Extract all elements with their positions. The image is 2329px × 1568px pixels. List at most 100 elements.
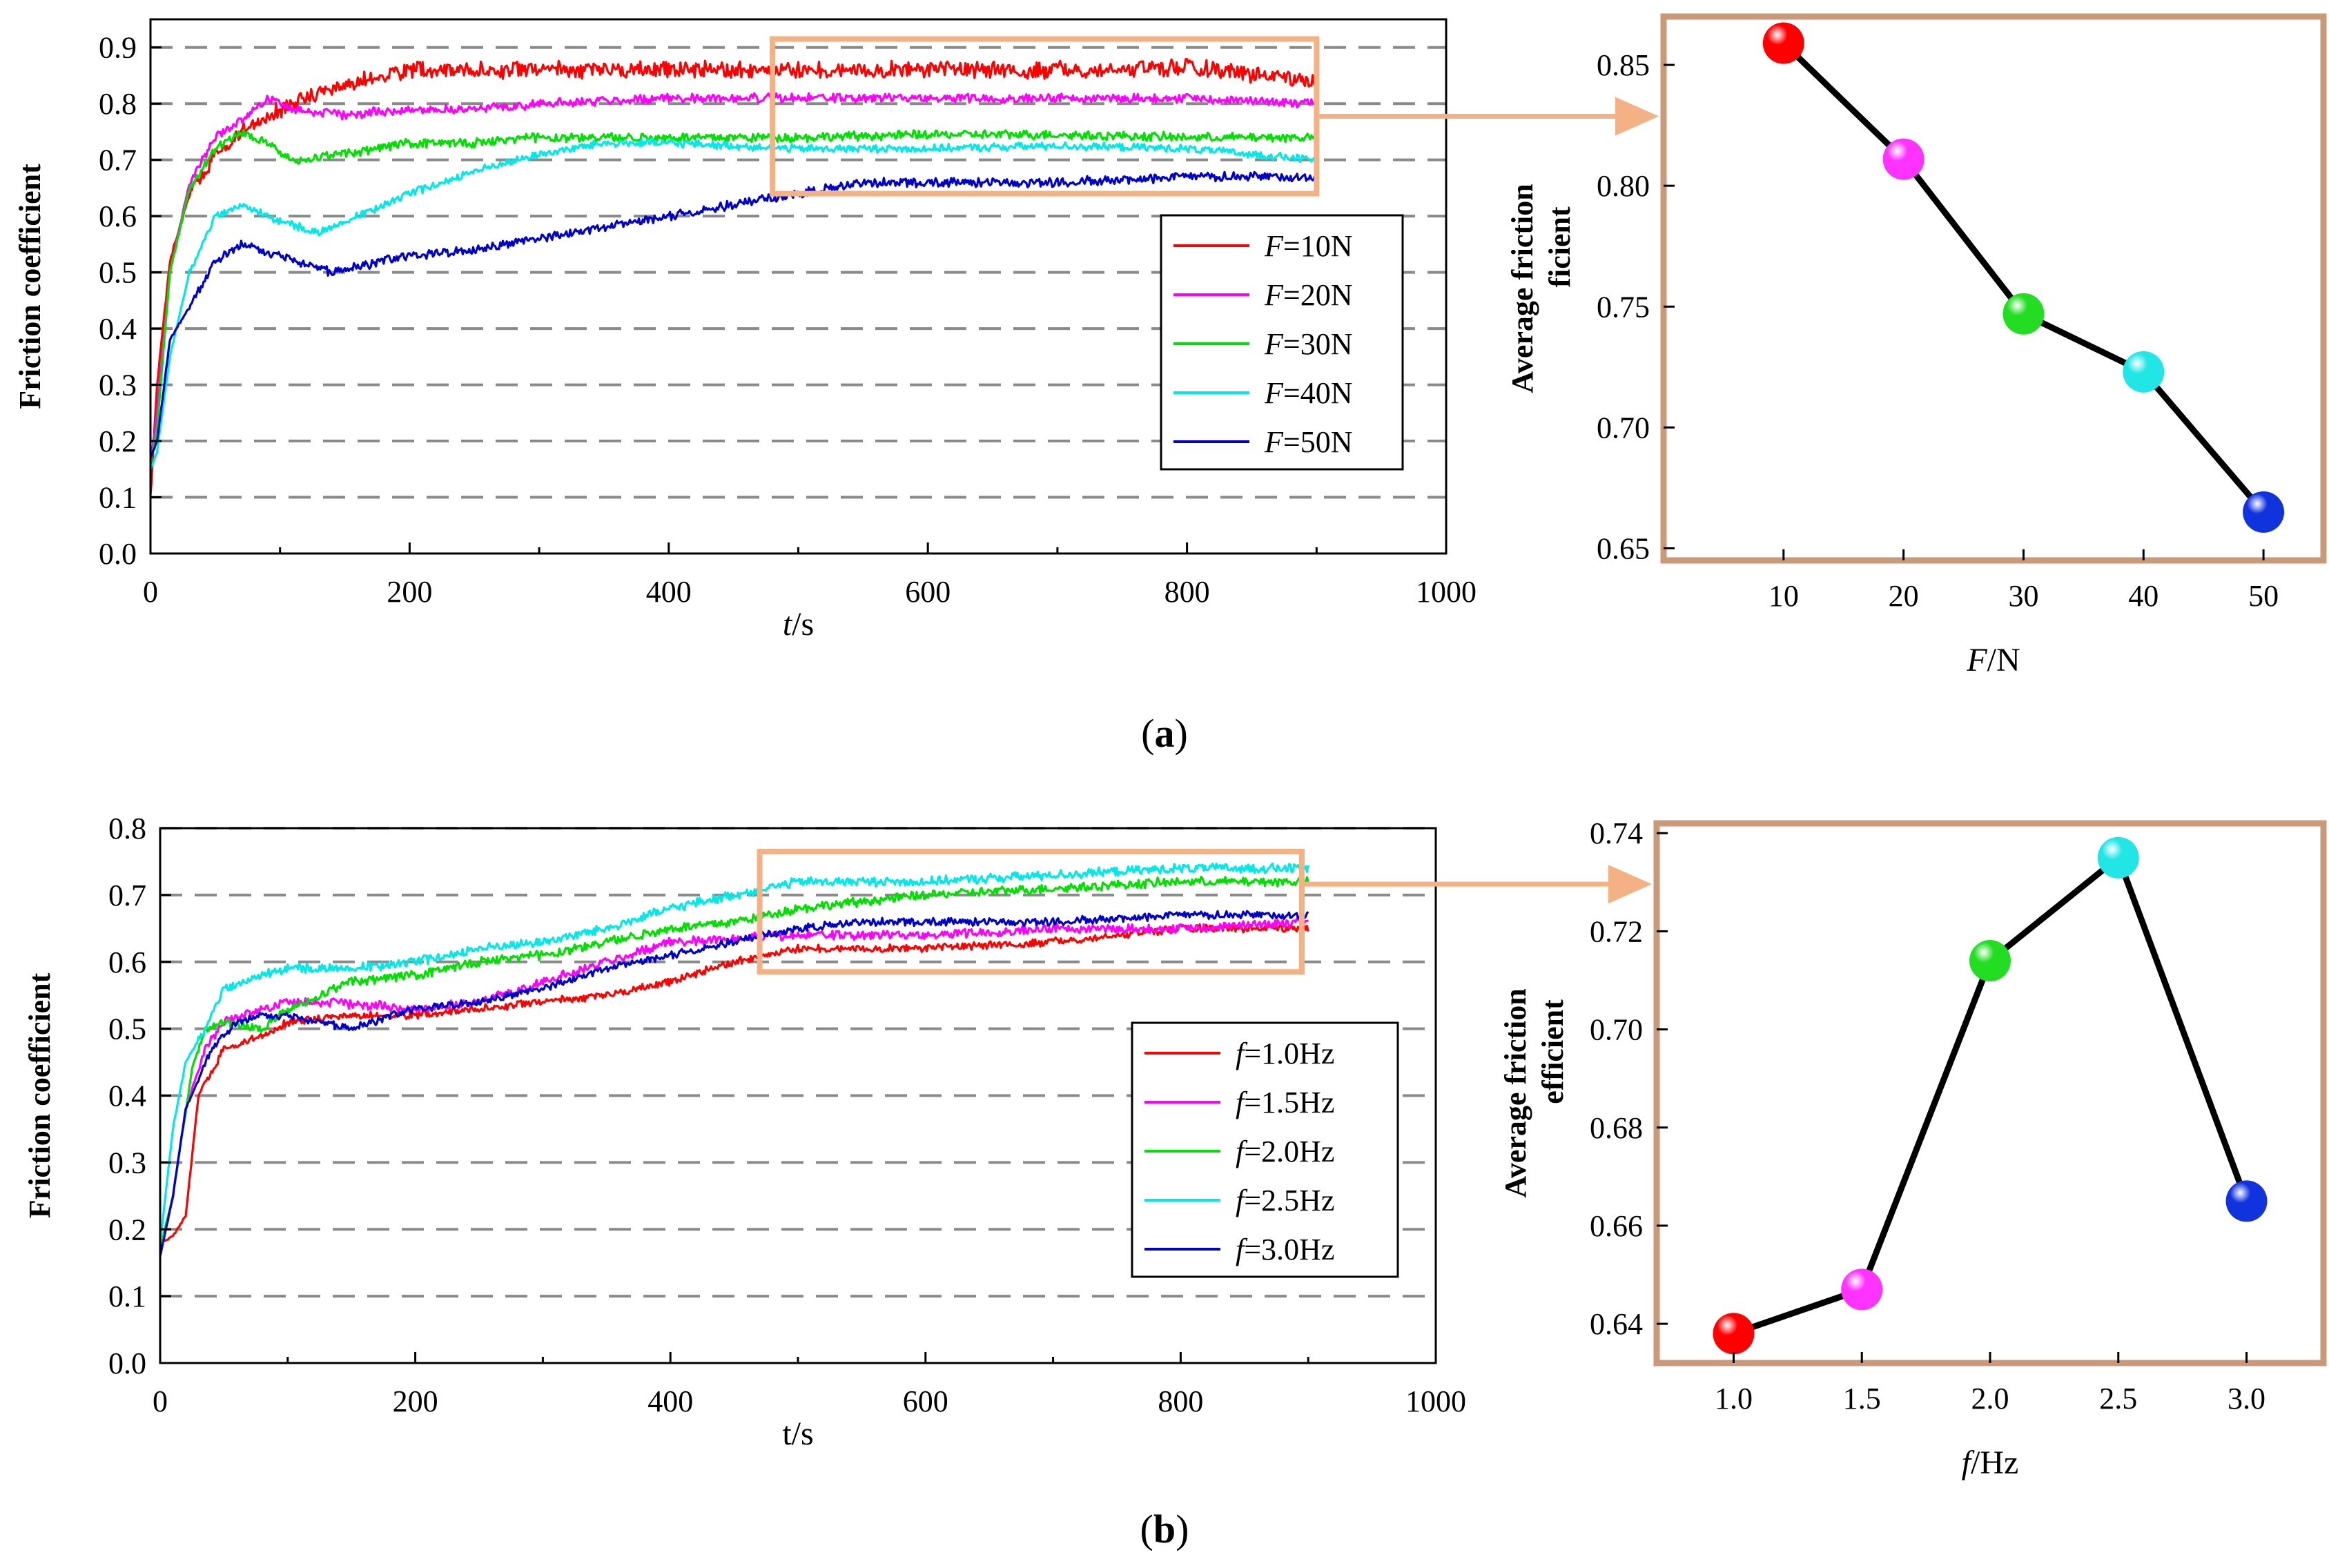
x-axis-label-unit: /Hz [1971,1444,2018,1481]
y-tick-label: 0.70 [1590,1013,1643,1047]
y-tick-label: 0.80 [1597,169,1650,203]
series-line-10N [149,58,1318,496]
legend-label-value: =30N [1283,327,1353,361]
plot-frame [1660,13,2327,564]
y-tick-label: 0.74 [1590,816,1643,850]
x-tick-label: 20 [1889,579,1919,613]
legend-label-value: =50N [1283,425,1353,459]
data-point-40 [2123,351,2165,393]
x-tick-label: 400 [647,1384,693,1418]
x-axis-label: f/Hz [1962,1444,2019,1481]
y-tick-label: 0.1 [108,1280,146,1313]
y-axis-label: Friction coefficient [13,164,47,409]
legend-label-var: F [1264,376,1284,410]
data-point-3.0 [2225,1180,2268,1222]
x-tick-label: 30 [2008,579,2038,613]
y-tick-label: 0.68 [1590,1111,1643,1145]
data-point-20 [1882,138,1924,180]
x-tick-label: 600 [905,575,951,609]
legend-label-value: =2.5Hz [1244,1184,1334,1217]
x-axis-label: t/s [782,1415,813,1452]
x-axis-label: F/N [1966,642,2020,678]
y-tick-label: 0.9 [99,31,137,65]
y-tick-label: 0.85 [1597,48,1650,82]
series-group [149,58,1318,496]
y-tick-label: 0.4 [99,312,137,346]
legend-label-value: =10N [1283,229,1353,263]
x-tick-label: 200 [393,1384,438,1418]
y-tick-label: 0.70 [1597,411,1650,444]
y-axis-label-line1: Average friction [1505,184,1539,393]
panel-a-average-chart: 10 20 30 40 50 0.65 0.70 0.75 0.80 0.85 Average fr… [1505,13,2327,678]
legend-label-value: =2.0Hz [1244,1135,1334,1168]
y-tick-label: 0.4 [108,1079,146,1113]
zoom-box [769,36,1320,197]
data-point-2.0 [1969,940,2011,982]
legend-label: f=1.5Hz [1236,1086,1334,1119]
caption-a: (a) [1141,711,1188,756]
x-axis-label: t/s [783,606,814,643]
x-tick-label: 2.0 [1971,1382,2009,1415]
y-tick-label: 0.8 [108,812,146,845]
y-tick-label: 0.65 [1597,531,1650,565]
data-point-2.5 [2097,836,2139,879]
x-tick-label: 600 [903,1384,948,1418]
series-line-40N [149,137,1318,470]
plot-frame [1653,820,2327,1366]
y-axis-label-line1: Average friction [1499,988,1532,1197]
series-line-20N [149,92,1318,463]
y-tick-label: 0.6 [99,199,137,233]
data-point-50 [2243,491,2285,533]
legend-label-var: F [1264,327,1284,361]
legend-label-value: =3.0Hz [1244,1233,1334,1266]
panel-a-line-chart: 0 200 400 600 800 1000 0.0 0.1 0.2 0.3 0.4 0.5 0.6 0.… [13,18,1477,643]
x-tick-label: 200 [387,575,432,609]
y-tick-label: 0.0 [108,1346,146,1380]
legend-label-var: F [1264,278,1284,312]
x-axis-label-unit: t/s [782,1415,813,1452]
x-tick-label: 2.5 [2099,1382,2137,1415]
legend-label-value: =20N [1283,278,1353,312]
series-line-25Hz [159,862,1309,1243]
x-tick-label: 400 [646,575,692,609]
panel-b-average-chart: 1.0 1.5 2.0 2.5 3.0 0.64 0.66 0.68 0.70 0.72 0.74 A… [1499,816,2327,1481]
x-axis-label-var: F [1966,642,1987,678]
y-axis-label-line2: ficient [1543,206,1577,288]
y-tick-label: 0.72 [1590,914,1643,948]
series-line-20Hz [159,875,1309,1250]
x-axis-label-unit: /s [792,606,814,643]
y-tick-label: 0.0 [99,537,137,571]
x-tick-label: 1000 [1405,1384,1466,1418]
x-axis-label-var: t [783,606,793,643]
zoom-arrows [1304,97,1659,904]
y-tick-label: 0.7 [108,879,146,912]
x-tick-label: 0 [143,575,158,609]
y-tick-label: 0.75 [1597,290,1650,324]
legend-label-value: =1.5Hz [1244,1086,1334,1119]
x-axis-label-unit: /N [1987,642,2020,678]
x-tick-label: 3.0 [2228,1382,2265,1415]
x-tick-label: 0 [153,1384,168,1418]
legend-label-value: =1.0Hz [1244,1037,1334,1070]
legend-label-var: F [1264,229,1284,263]
legend-label-value: =40N [1283,376,1353,410]
legend-label-var: F [1264,425,1284,459]
series-line-50N [149,170,1318,459]
data-point-1.0 [1713,1313,1755,1355]
x-tick-label: 800 [1158,1384,1203,1418]
y-tick-label: 0.7 [99,144,137,177]
x-tick-label: 1.5 [1843,1382,1881,1415]
x-tick-label: 40 [2128,579,2159,613]
legend-label: f=3.0Hz [1236,1233,1334,1266]
legend-label: F=50N [1264,425,1352,459]
data-point-10 [1762,22,1804,64]
y-axis-label: Friction coefficient [23,972,57,1218]
legend-label: F=30N [1264,327,1352,361]
y-tick-label: 0.3 [99,369,137,402]
y-tick-label: 0.5 [99,256,137,290]
y-tick-label: 0.1 [99,481,137,515]
y-tick-label: 0.5 [108,1012,146,1046]
data-point-30 [2002,293,2045,335]
x-tick-label: 1.0 [1715,1382,1753,1415]
y-tick-label: 0.66 [1590,1209,1643,1243]
